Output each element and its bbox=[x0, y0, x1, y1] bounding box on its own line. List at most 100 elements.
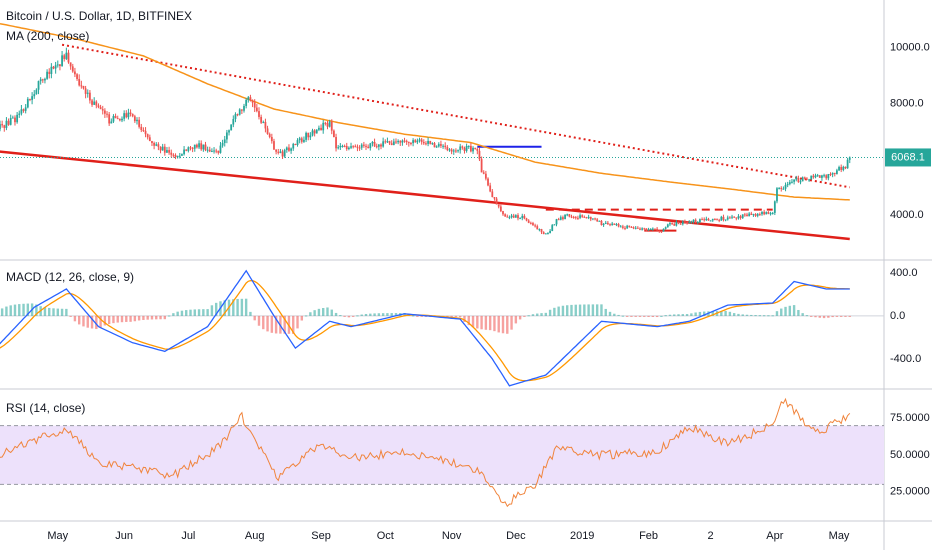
candle bbox=[161, 143, 164, 151]
candle bbox=[243, 103, 245, 113]
candle bbox=[41, 78, 44, 83]
candle bbox=[598, 220, 601, 222]
macd-histogram-bar bbox=[189, 309, 192, 316]
candle bbox=[532, 221, 534, 226]
candle bbox=[136, 117, 138, 125]
macd-histogram-bar bbox=[253, 315, 256, 321]
candle bbox=[296, 138, 299, 147]
candle bbox=[358, 145, 361, 151]
candle bbox=[328, 119, 331, 128]
macd-histogram-bar bbox=[480, 315, 483, 330]
candle bbox=[258, 107, 260, 120]
candle bbox=[758, 212, 761, 216]
candle bbox=[172, 153, 175, 158]
candle bbox=[821, 174, 823, 181]
candle bbox=[204, 141, 207, 152]
macd-histogram-bar bbox=[566, 305, 569, 316]
candle bbox=[572, 215, 575, 219]
macd-histogram-bar bbox=[244, 298, 248, 316]
candle bbox=[628, 225, 631, 228]
macd-histogram-bar bbox=[292, 315, 295, 334]
macd-histogram-bar bbox=[506, 315, 509, 334]
candle bbox=[39, 77, 42, 85]
candle bbox=[701, 217, 703, 221]
macd-histogram-bar bbox=[416, 315, 419, 317]
candle bbox=[469, 142, 472, 153]
macd-histogram-bar bbox=[775, 311, 779, 316]
candle bbox=[67, 49, 70, 64]
macd-histogram-bar bbox=[309, 312, 312, 316]
candle bbox=[91, 98, 93, 107]
macd-histogram-bar bbox=[471, 315, 475, 328]
candle bbox=[335, 133, 337, 152]
candle bbox=[146, 133, 149, 140]
candle bbox=[416, 138, 419, 145]
candle bbox=[818, 175, 821, 178]
time-axis-label: Feb bbox=[639, 530, 658, 542]
candle bbox=[771, 211, 774, 215]
macd-histogram-bar bbox=[780, 308, 783, 316]
candle bbox=[292, 142, 295, 151]
candle bbox=[489, 182, 492, 193]
candle bbox=[848, 156, 851, 164]
candle bbox=[294, 143, 297, 146]
candle bbox=[557, 217, 560, 221]
rsi-axis-label: 25.0000 bbox=[890, 486, 930, 498]
candle bbox=[671, 222, 673, 225]
candle bbox=[427, 137, 429, 147]
candle bbox=[151, 140, 153, 147]
candle bbox=[780, 186, 783, 192]
candle bbox=[442, 144, 444, 149]
candle bbox=[397, 139, 400, 145]
macd-histogram-bar bbox=[591, 304, 595, 316]
candle bbox=[44, 77, 46, 84]
macd-histogram-bar bbox=[214, 302, 218, 316]
candle bbox=[825, 174, 828, 180]
candle bbox=[626, 224, 629, 229]
candle bbox=[219, 141, 222, 154]
candle bbox=[133, 114, 136, 123]
candle bbox=[801, 176, 804, 182]
candle bbox=[112, 114, 115, 123]
macd-histogram-bar bbox=[364, 313, 368, 316]
candle bbox=[812, 173, 815, 179]
candle bbox=[720, 215, 723, 221]
macd-histogram-bar bbox=[266, 315, 269, 332]
macd-histogram-bar bbox=[9, 305, 12, 316]
candle bbox=[823, 173, 825, 178]
candle bbox=[121, 116, 123, 123]
ma-line bbox=[0, 22, 850, 201]
candle bbox=[198, 140, 200, 150]
macd-histogram-bar bbox=[65, 308, 68, 316]
candle bbox=[65, 47, 68, 60]
macd-histogram-bar bbox=[313, 310, 316, 316]
candle bbox=[735, 217, 738, 221]
rsi-line bbox=[0, 397, 851, 508]
candle bbox=[181, 153, 183, 157]
candle bbox=[86, 89, 89, 98]
macd-histogram-bar bbox=[570, 304, 573, 316]
candle bbox=[782, 186, 785, 190]
candle bbox=[675, 220, 678, 227]
candle bbox=[754, 213, 757, 218]
candle bbox=[669, 221, 671, 227]
candle bbox=[716, 218, 718, 221]
candle bbox=[836, 168, 838, 175]
candle bbox=[600, 219, 603, 226]
candle bbox=[138, 116, 141, 129]
candle bbox=[544, 233, 547, 235]
candle bbox=[632, 226, 635, 230]
candle bbox=[245, 98, 248, 109]
candle bbox=[101, 105, 104, 115]
price-axis-label: 4000.0 bbox=[890, 209, 924, 221]
macd-histogram-bar bbox=[77, 315, 81, 325]
candle bbox=[726, 215, 729, 221]
macd-histogram-bar bbox=[90, 315, 94, 329]
candle bbox=[709, 220, 712, 222]
macd-histogram-bar bbox=[681, 314, 684, 316]
macd-histogram-bar bbox=[694, 312, 697, 316]
candle bbox=[750, 211, 753, 216]
candle bbox=[305, 131, 307, 143]
candle bbox=[97, 103, 100, 109]
